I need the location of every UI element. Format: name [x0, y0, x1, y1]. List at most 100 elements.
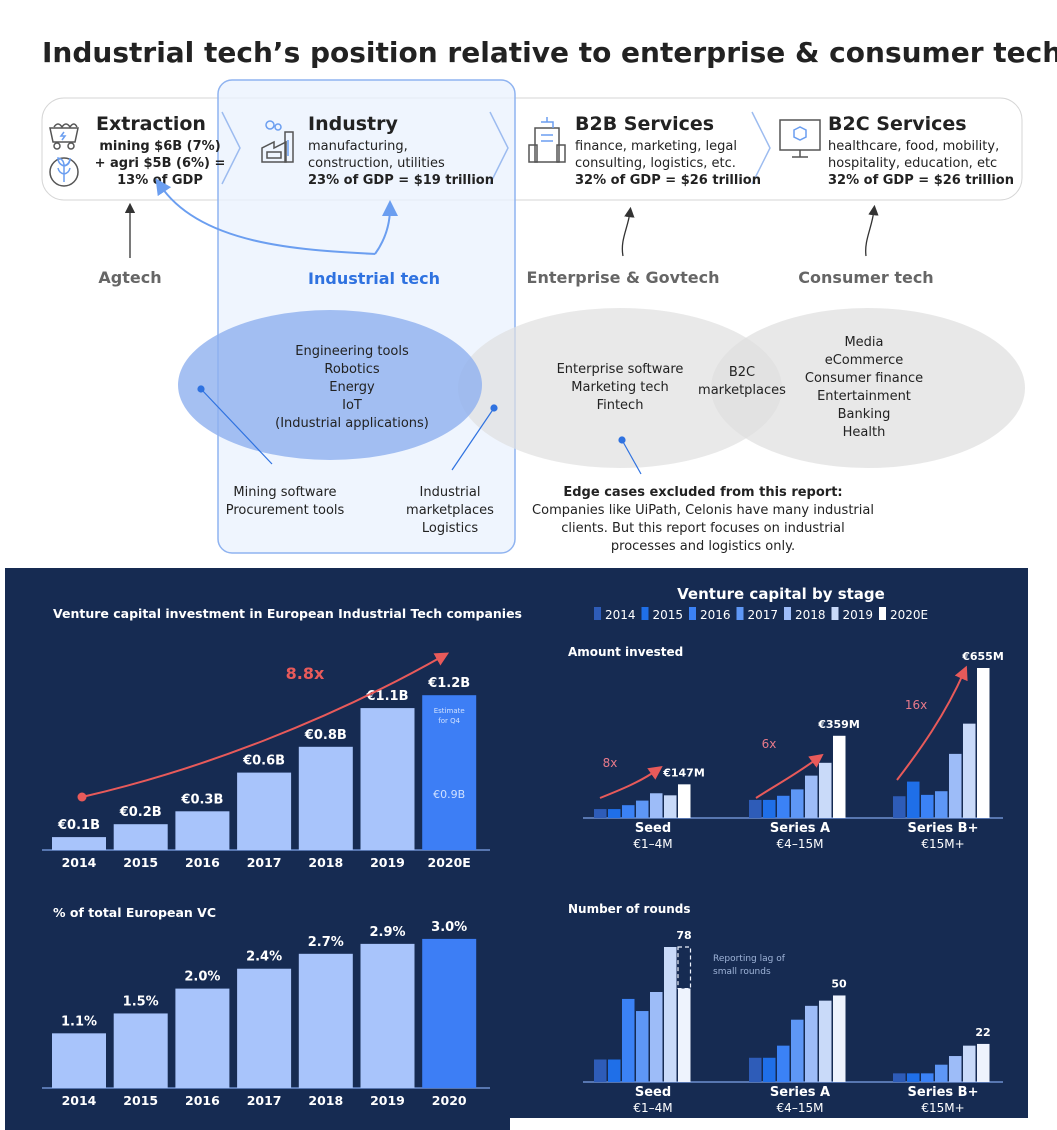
bar-seed-2014: [594, 1059, 607, 1082]
mine-cart-icon: [49, 123, 79, 150]
bar-series-a-2019: [819, 762, 832, 818]
bar-series-a-2020E: [833, 735, 846, 818]
sector-line: manufacturing,: [308, 139, 408, 154]
top-label: €655M: [961, 650, 1004, 663]
bar-2015: [113, 824, 168, 850]
bar-series-a-2015: [763, 799, 776, 818]
enterprise-ellipse: [458, 308, 782, 468]
group-label: Series B+: [908, 1085, 979, 1100]
sector-industry: Industry manufacturing, construction, ut…: [308, 113, 494, 188]
bar-seed-2017: [636, 800, 649, 818]
legend-label: 2016: [700, 608, 731, 622]
chart-title: Venture capital investment in European I…: [53, 606, 522, 621]
factory-icon: [261, 120, 294, 163]
bar-series-a-2014: [749, 799, 762, 818]
legend-label: 2014: [605, 608, 636, 622]
sector-line: consulting, logistics, etc.: [575, 156, 736, 171]
sector-b2b: B2B Services finance, marketing, legal c…: [575, 113, 761, 188]
data-label: 2.0%: [184, 970, 220, 985]
bar-seed-2020E: [678, 784, 691, 818]
bar-series-a-2016: [777, 795, 790, 818]
legend-label: 2020E: [890, 608, 928, 622]
x-tick-label: 2018: [308, 1093, 343, 1108]
venn-enterprise-item: Fintech: [597, 398, 644, 413]
data-label: €1.2B: [427, 676, 470, 691]
bar-2016: [175, 811, 230, 850]
data-label: 3.0%: [431, 920, 467, 935]
callout-lines: [197, 385, 642, 475]
bar-series-a-2014: [749, 1057, 762, 1082]
callout-dot: [197, 385, 205, 393]
edge-cases-line: processes and logistics only.: [611, 539, 795, 554]
x-tick-label: 2019: [370, 1093, 405, 1108]
legend-swatch: [831, 607, 839, 620]
growth-arrow: [896, 665, 968, 781]
chevrons: [221, 111, 771, 185]
bar-series-b--2018: [949, 753, 962, 818]
wheat-icon: [49, 157, 79, 187]
bar-series-a-2018: [805, 775, 818, 818]
sector-line: healthcare, food, mobility,: [828, 139, 999, 154]
bar-series-b--2015: [907, 781, 920, 818]
bar-series-a-2018: [805, 1005, 818, 1082]
bar-series-b--2016: [921, 1073, 934, 1082]
data-label: 1.5%: [123, 994, 159, 1009]
sector-line: 32% of GDP = $26 trillion: [828, 173, 1014, 188]
bar-2018: [298, 953, 353, 1088]
bar-2014: [52, 837, 106, 850]
industrial-ellipse: [178, 310, 482, 460]
group-range: €1–4M: [633, 837, 672, 851]
venn-consumer-item: Media: [844, 335, 883, 350]
x-tick-label: 2014: [62, 855, 97, 870]
data-label: €0.8B: [304, 728, 347, 743]
venn-callout_mid-item: Logistics: [422, 521, 478, 536]
bar-series-b--2019: [963, 1045, 976, 1082]
bar-2015: [113, 1013, 168, 1088]
venn-consumer-item: eCommerce: [825, 353, 904, 368]
x-tick-label: 2017: [247, 855, 282, 870]
bar-series-b--2014: [893, 1073, 906, 1082]
bar-seed-2015: [608, 1059, 621, 1082]
estimate-inner-label: €0.9B: [433, 788, 465, 801]
bar-seed-2014: [594, 809, 607, 818]
industrial-arrow: [374, 200, 398, 255]
enterprise-arrow: [621, 206, 635, 257]
legend-label: 2019: [843, 608, 874, 622]
venn-industrial-item: Energy: [329, 380, 375, 395]
group-range: €15M+: [921, 1101, 964, 1115]
chevron-right-icon: [751, 111, 771, 185]
annotation-text: Reporting lag of: [713, 954, 786, 964]
top-label: €359M: [817, 718, 860, 731]
sector-line: construction, utilities: [308, 156, 445, 171]
x-tick-label: 2020E: [428, 855, 471, 870]
category-industrial-tech: Industrial tech: [308, 269, 440, 288]
group-label: Series B+: [908, 821, 979, 836]
callout-dot: [490, 404, 498, 412]
bar-series-a-2019: [819, 1000, 832, 1082]
bar-seed-2017: [636, 1011, 649, 1082]
bar-seed-2018: [650, 793, 663, 818]
bar-2019: [360, 708, 415, 850]
callout-dot: [618, 436, 626, 444]
top-label: 78: [676, 929, 691, 942]
sector-name: Extraction: [96, 113, 206, 135]
data-label: 2.7%: [308, 935, 344, 950]
sector-name: Industry: [308, 113, 398, 135]
venn-industrial-item: Engineering tools: [295, 344, 409, 359]
page-title: Industrial tech’s position relative to e…: [42, 36, 1057, 69]
sector-line: + agri $5B (6%) =: [95, 156, 226, 171]
edge-cases-title: Edge cases excluded from this report:: [563, 485, 842, 500]
bar-series-b--2018: [949, 1056, 962, 1082]
group-range: €4–15M: [777, 837, 824, 851]
consumer-ellipse: [711, 308, 1025, 468]
bar-2017: [237, 968, 292, 1088]
data-label: 2.4%: [246, 950, 282, 965]
chart-subtitle: Number of rounds: [568, 902, 691, 916]
venn-consumer-item: Entertainment: [817, 389, 911, 404]
top-label: €147M: [662, 766, 705, 779]
bar-2019: [360, 943, 415, 1088]
growth-annotation: 8x: [603, 756, 618, 770]
bar-series-b--2020E: [977, 1043, 990, 1082]
bar-2018: [298, 746, 353, 850]
bar-seed-2019: [664, 947, 677, 1082]
